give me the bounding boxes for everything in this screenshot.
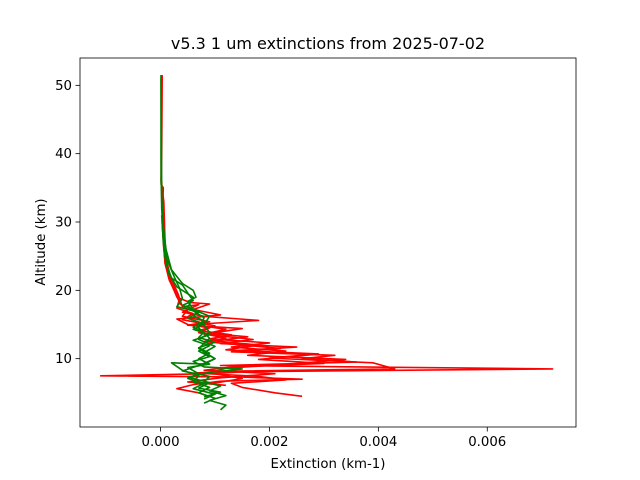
y-tick-label: 40 bbox=[55, 147, 72, 162]
plot-frame bbox=[79, 57, 577, 428]
y-tick-label: 10 bbox=[55, 352, 72, 367]
y-tick-label: 50 bbox=[55, 79, 72, 94]
series-line-8 bbox=[160, 215, 216, 400]
y-tick-label: 30 bbox=[55, 216, 72, 231]
series-line-3 bbox=[160, 180, 325, 387]
y-axis-ticks: 10 20 30 40 50 bbox=[55, 79, 80, 367]
series-line-4 bbox=[161, 221, 347, 385]
x-tick-label: 0.004 bbox=[359, 435, 397, 450]
x-tick-label: 0.002 bbox=[250, 435, 288, 450]
y-tick-label: 20 bbox=[55, 284, 72, 299]
series-line-2 bbox=[160, 75, 396, 398]
x-tick-label: 0.006 bbox=[468, 435, 506, 450]
x-axis-ticks: 0.000 0.002 0.004 0.006 bbox=[142, 427, 506, 450]
x-axis-label: Extinction (km-1) bbox=[271, 457, 386, 472]
series-layer bbox=[99, 75, 554, 411]
x-tick-label: 0.000 bbox=[142, 435, 180, 450]
y-axis-label: Altitude (km) bbox=[34, 198, 49, 285]
chart-title: v5.3 1 um extinctions from 2025-07-02 bbox=[171, 34, 485, 53]
